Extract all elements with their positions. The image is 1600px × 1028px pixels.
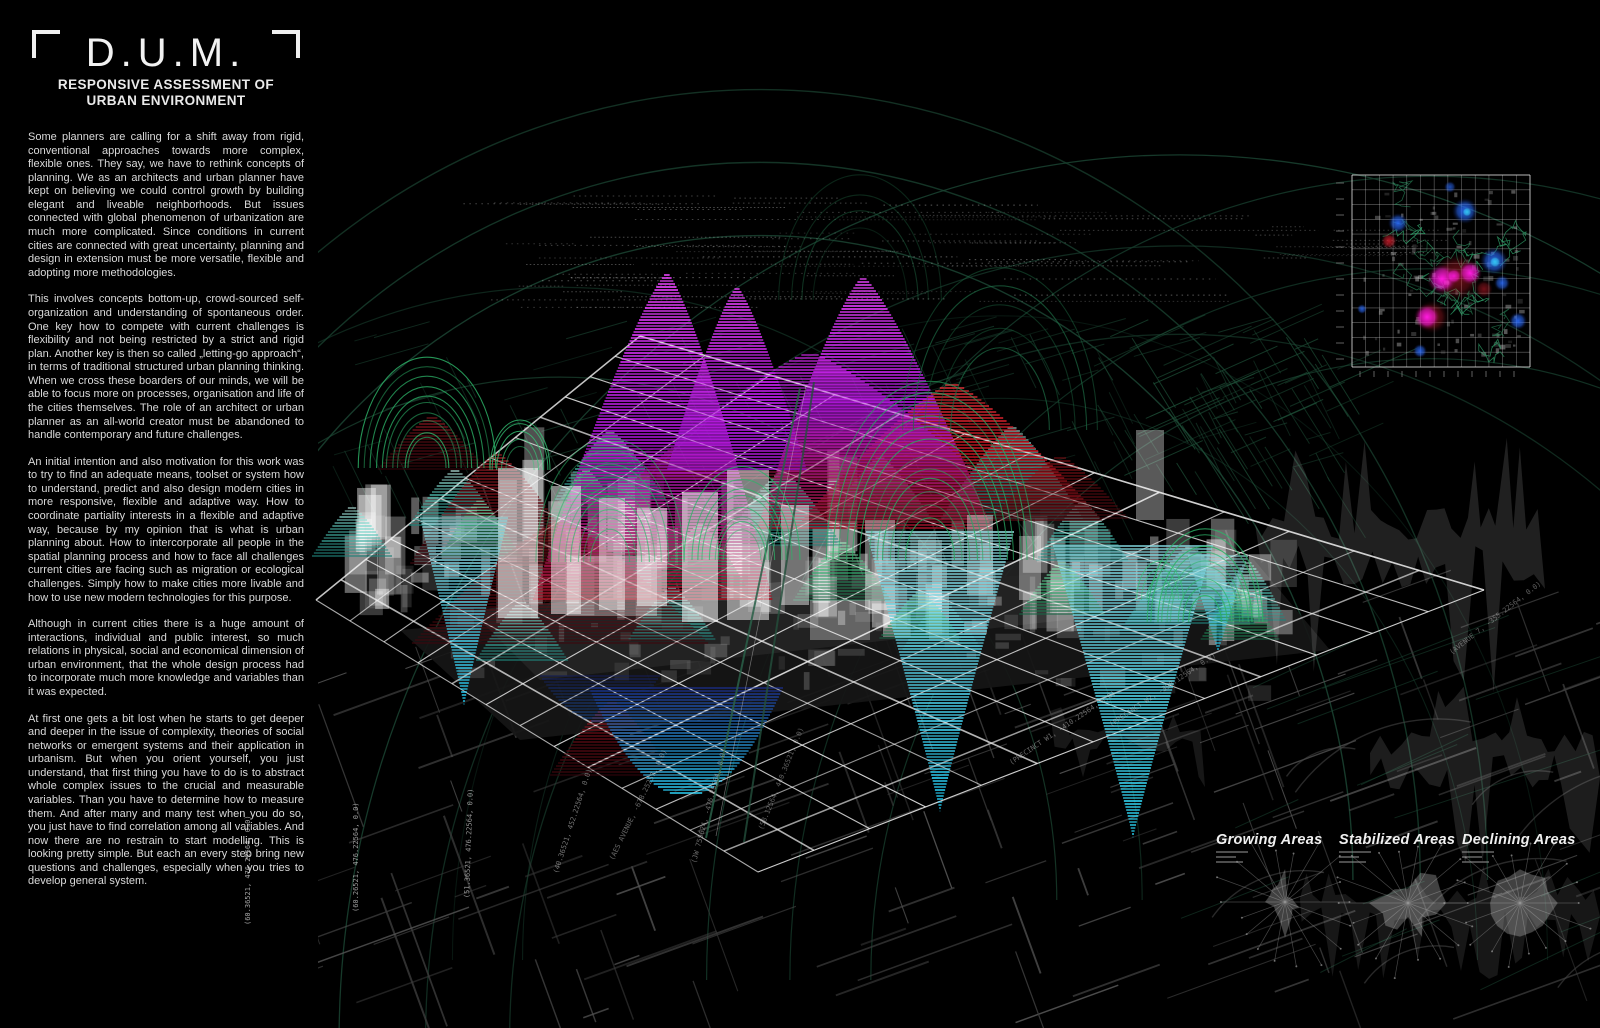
crop-mark-top-right [272, 30, 300, 58]
legend-declining-areas: Declining Areas [1462, 832, 1592, 863]
paragraph: At first one gets a bit lost when he sta… [28, 712, 304, 888]
legend-label: Growing Areas [1216, 832, 1323, 848]
paragraph: This involves concepts bottom-up, crowd-… [28, 293, 304, 442]
coordinate-label: (60.26521, 476.22564, 0.0) [352, 802, 360, 912]
paragraph: Some planners are calling for a shift aw… [28, 131, 304, 279]
legend-label: Declining Areas [1462, 832, 1576, 848]
legend-label: Stabilized Areas [1339, 832, 1456, 848]
analysis-inset-map [1336, 174, 1531, 377]
perspective-grid-overlay [315, 335, 1485, 873]
legend-sublines [1216, 851, 1248, 853]
mobility-arc-fans [357, 174, 1263, 622]
subtitle-line1: RESPONSIVE ASSESSMENT OF [57, 77, 275, 92]
paragraph: Although in current cities there is a hu… [28, 618, 304, 698]
page-title: D.U.M. [85, 31, 247, 75]
area-radar-charts [1216, 840, 1592, 980]
wireframe-city-mesh [332, 303, 1417, 544]
legend-growing-areas: Growing Areas [1216, 832, 1346, 863]
waveform-silhouettes [1050, 437, 1600, 979]
crop-mark-top-left [32, 30, 60, 58]
title-block: D.U.M. RESPONSIVE ASSESSMENT OF URBAN EN… [28, 24, 304, 109]
subtitle-line2: URBAN ENVIRONMENT [86, 93, 246, 109]
building-towers-front [498, 430, 1164, 640]
paragraph: An initial intention and also motivation… [28, 455, 304, 604]
legend-stabilized-areas: Stabilized Areas [1339, 832, 1469, 863]
article-column: Some planners are calling for a shift aw… [28, 131, 304, 902]
page-subtitle: RESPONSIVE ASSESSMENT OF URBAN ENVIRONME… [28, 77, 304, 109]
